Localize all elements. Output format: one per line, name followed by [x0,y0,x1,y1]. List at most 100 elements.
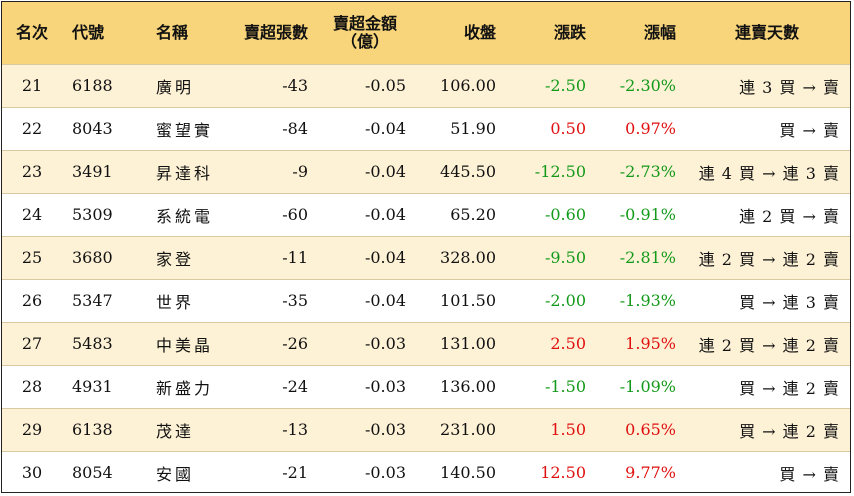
cell-rank: 25 [2,235,62,279]
cell-code: 6188 [62,63,134,107]
cell-name: 世界 [134,278,224,322]
cell-change: 12.50 [504,450,594,492]
cell-code: 6138 [62,407,134,451]
cell-close: 231.00 [414,407,504,451]
cell-change: -12.50 [504,149,594,193]
cell-close: 136.00 [414,364,504,408]
cell-change-pct: -2.73% [594,149,684,193]
table-row[interactable]: 25 3680 家登 -11 -0.04 328.00 -9.50 -2.81% 連 2 買 →… [2,235,850,279]
cell-net-sell-lots: -43 [224,63,316,107]
header-name[interactable]: 名稱 [156,22,189,42]
cell-rank: 21 [2,63,62,107]
cell-change: 2.50 [504,321,594,365]
cell-close: 445.50 [414,149,504,193]
cell-code: 5483 [62,321,134,365]
cell-close: 140.50 [414,450,504,492]
cell-name: 安國 [134,450,224,492]
cell-change: -0.60 [504,192,594,236]
cell-code: 4931 [62,364,134,408]
cell-name: 茂達 [134,407,224,451]
cell-close: 51.90 [414,106,504,150]
cell-net-sell-amount: -0.04 [316,192,414,236]
header-streak[interactable]: 連賣天數 [734,22,799,42]
cell-net-sell-amount: -0.03 [316,450,414,492]
cell-net-sell-lots: -9 [224,149,316,193]
header-close[interactable]: 收盤 [463,22,496,42]
cell-streak: 買 → 賣 [684,450,850,492]
cell-change: 0.50 [504,106,594,150]
cell-net-sell-lots: -60 [224,192,316,236]
table-row[interactable]: 23 3491 昇達科 -9 -0.04 445.50 -12.50 -2.73% 連 4 買 … [2,149,850,193]
cell-net-sell-lots: -13 [224,407,316,451]
table-row[interactable]: 26 5347 世界 -35 -0.04 101.50 -2.00 -1.93% 買 → 連 3… [2,278,850,322]
cell-change: -1.50 [504,364,594,408]
cell-rank: 30 [2,450,62,492]
cell-name: 家登 [134,235,224,279]
table-row[interactable]: 24 5309 系統電 -60 -0.04 65.20 -0.60 -0.91% 連 2 買 →… [2,192,850,236]
cell-change-pct: 0.65% [594,407,684,451]
cell-net-sell-amount: -0.04 [316,149,414,193]
header-row: 名次 代號 名稱 賣超張數 賣超金額 （億） 收盤 漲跌 漲幅 連賣天數 [2,2,850,64]
cell-code: 5347 [62,278,134,322]
header-code[interactable]: 代號 [72,22,105,42]
cell-net-sell-amount: -0.03 [316,321,414,365]
table-header: 名次 代號 名稱 賣超張數 賣超金額 （億） 收盤 漲跌 漲幅 連賣天數 [2,2,850,64]
cell-close: 131.00 [414,321,504,365]
cell-streak: 連 4 買 → 連 3 賣 [684,149,850,193]
cell-streak: 連 3 買 → 賣 [684,63,850,107]
cell-change-pct: -2.81% [594,235,684,279]
cell-rank: 28 [2,364,62,408]
header-net-sell-lots[interactable]: 賣超張數 [243,22,308,42]
header-change-pct[interactable]: 漲幅 [643,22,676,42]
cell-net-sell-amount: -0.03 [316,407,414,451]
cell-rank: 29 [2,407,62,451]
cell-change-pct: 0.97% [594,106,684,150]
cell-net-sell-lots: -21 [224,450,316,492]
cell-code: 3491 [62,149,134,193]
cell-net-sell-lots: -11 [224,235,316,279]
cell-close: 65.20 [414,192,504,236]
header-net-sell-amount[interactable]: 賣超金額 （億） [316,2,414,64]
cell-close: 101.50 [414,278,504,322]
cell-net-sell-amount: -0.04 [316,278,414,322]
cell-net-sell-amount: -0.03 [316,364,414,408]
cell-net-sell-lots: -24 [224,364,316,408]
cell-change: -2.00 [504,278,594,322]
cell-code: 8043 [62,106,134,150]
table-row[interactable]: 30 8054 安國 -21 -0.03 140.50 12.50 9.77% 買 → 賣 [2,450,850,492]
cell-name: 中美晶 [134,321,224,365]
cell-change-pct: -1.93% [594,278,684,322]
table-row[interactable]: 22 8043 蜜望實 -84 -0.04 51.90 0.50 0.97% 買 → 賣 [2,106,850,150]
cell-change: 1.50 [504,407,594,451]
cell-streak: 連 2 買 → 連 2 賣 [684,235,850,279]
cell-name: 昇達科 [134,149,224,193]
cell-change-pct: -1.09% [594,364,684,408]
table-row[interactable]: 21 6188 廣明 -43 -0.05 106.00 -2.50 -2.30% 連 3 買 →… [2,63,850,107]
cell-rank: 23 [2,149,62,193]
header-rank[interactable]: 名次 [15,22,48,42]
cell-name: 系統電 [134,192,224,236]
table-row[interactable]: 28 4931 新盛力 -24 -0.03 136.00 -1.50 -1.09% 買 → 連 … [2,364,850,408]
cell-net-sell-amount: -0.04 [316,235,414,279]
cell-streak: 買 → 連 2 賣 [684,364,850,408]
cell-change: -9.50 [504,235,594,279]
header-net-sell-amount-line1: 賣超金額 [332,13,397,33]
cell-net-sell-lots: -35 [224,278,316,322]
cell-rank: 22 [2,106,62,150]
cell-streak: 買 → 連 2 賣 [684,407,850,451]
cell-close: 328.00 [414,235,504,279]
cell-streak: 買 → 連 3 賣 [684,278,850,322]
table-row[interactable]: 29 6138 茂達 -13 -0.03 231.00 1.50 0.65% 買 → 連 2 賣 [2,407,850,451]
cell-streak: 連 2 買 → 連 2 賣 [684,321,850,365]
table-row[interactable]: 27 5483 中美晶 -26 -0.03 131.00 2.50 1.95% 連 2 買 → … [2,321,850,365]
cell-close: 106.00 [414,63,504,107]
cell-rank: 26 [2,278,62,322]
cell-name: 廣明 [134,63,224,107]
cell-code: 8054 [62,450,134,492]
header-net-sell-amount-unit: （億） [340,31,389,51]
cell-code: 3680 [62,235,134,279]
header-change[interactable]: 漲跌 [553,22,586,42]
cell-change-pct: 9.77% [594,450,684,492]
